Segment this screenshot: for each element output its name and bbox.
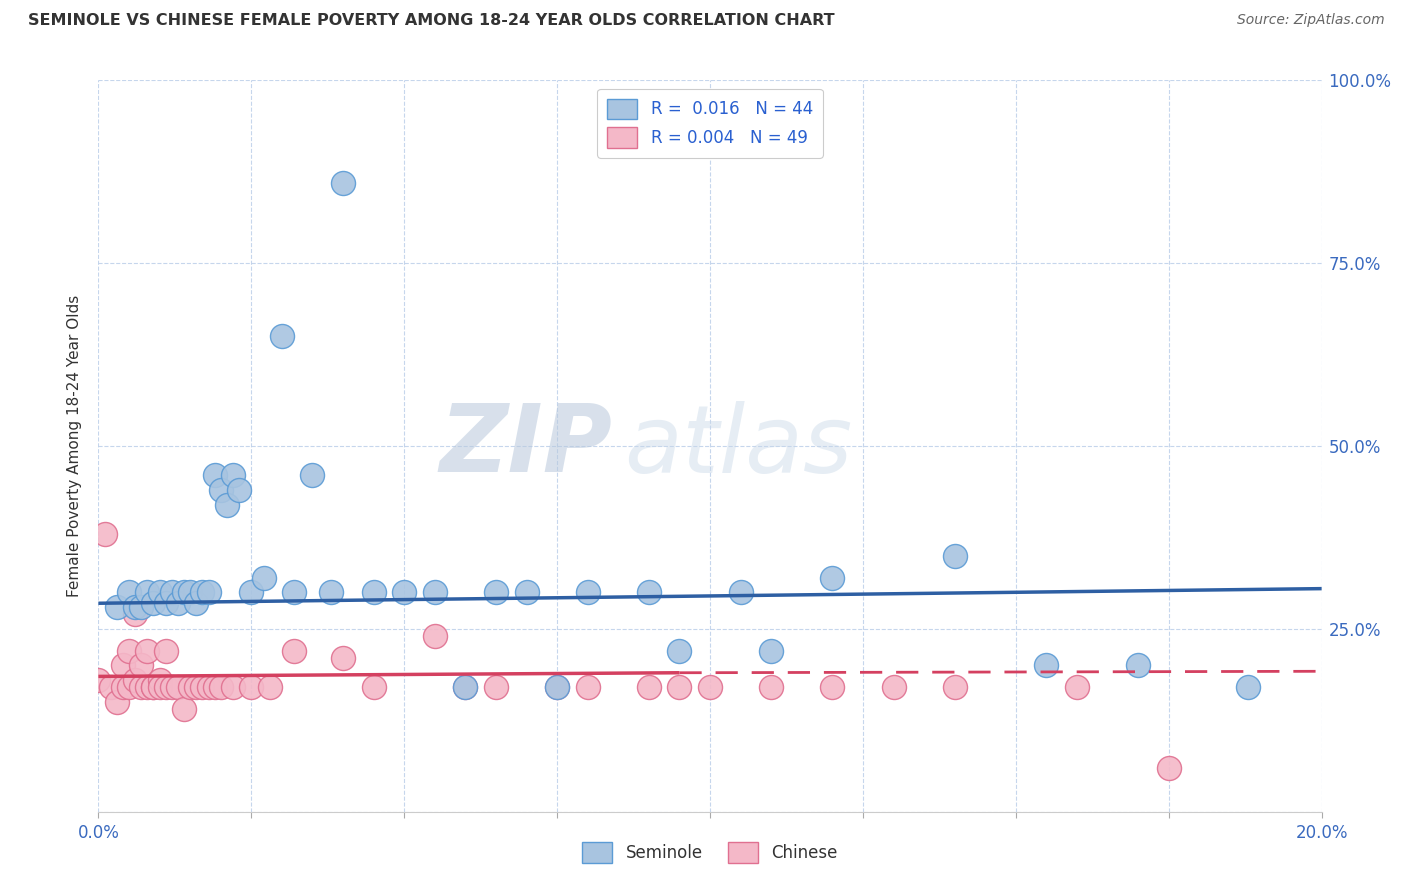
Point xyxy=(240,681,263,695)
Point xyxy=(943,681,966,695)
Point xyxy=(209,483,232,497)
Point xyxy=(142,681,165,695)
Point xyxy=(222,681,245,695)
Point xyxy=(222,468,245,483)
Point xyxy=(179,681,201,695)
Point xyxy=(160,681,183,695)
Text: ZIP: ZIP xyxy=(439,400,612,492)
Text: Source: ZipAtlas.com: Source: ZipAtlas.com xyxy=(1237,13,1385,28)
Point xyxy=(186,596,208,610)
Point xyxy=(637,681,661,695)
Point xyxy=(118,644,141,658)
Point xyxy=(111,681,134,695)
Point xyxy=(759,644,782,658)
Point xyxy=(668,681,690,695)
Point xyxy=(283,644,305,658)
Point xyxy=(129,658,152,673)
Point xyxy=(124,599,146,614)
Point xyxy=(319,585,342,599)
Point xyxy=(283,585,305,599)
Point xyxy=(87,673,110,687)
Point xyxy=(191,681,214,695)
Point xyxy=(332,651,354,665)
Point xyxy=(883,681,905,695)
Point xyxy=(228,483,250,497)
Point xyxy=(1157,761,1180,775)
Point xyxy=(209,681,232,695)
Point xyxy=(270,329,292,343)
Point xyxy=(155,681,177,695)
Point xyxy=(118,681,141,695)
Point xyxy=(576,681,599,695)
Point xyxy=(142,596,165,610)
Point xyxy=(423,585,446,599)
Point xyxy=(485,681,508,695)
Point xyxy=(167,596,190,610)
Point xyxy=(332,176,354,190)
Y-axis label: Female Poverty Among 18-24 Year Olds: Female Poverty Among 18-24 Year Olds xyxy=(67,295,83,597)
Point xyxy=(546,681,568,695)
Point xyxy=(301,468,323,483)
Point xyxy=(759,681,782,695)
Point xyxy=(1066,681,1088,695)
Point xyxy=(576,585,599,599)
Point xyxy=(1128,658,1150,673)
Point xyxy=(363,585,385,599)
Point xyxy=(129,599,152,614)
Point xyxy=(699,681,721,695)
Point xyxy=(423,629,446,643)
Point xyxy=(136,644,159,658)
Point xyxy=(485,585,508,599)
Point xyxy=(1035,658,1057,673)
Point xyxy=(516,585,538,599)
Point xyxy=(155,644,177,658)
Point xyxy=(105,599,128,614)
Point xyxy=(186,681,208,695)
Point xyxy=(124,673,146,687)
Point xyxy=(173,585,195,599)
Point xyxy=(155,596,177,610)
Point xyxy=(149,585,172,599)
Point xyxy=(160,585,183,599)
Point xyxy=(392,585,416,599)
Point xyxy=(105,695,128,709)
Point xyxy=(197,681,219,695)
Text: SEMINOLE VS CHINESE FEMALE POVERTY AMONG 18-24 YEAR OLDS CORRELATION CHART: SEMINOLE VS CHINESE FEMALE POVERTY AMONG… xyxy=(28,13,835,29)
Point xyxy=(637,585,661,599)
Point xyxy=(730,585,752,599)
Point xyxy=(136,681,159,695)
Point xyxy=(142,681,165,695)
Point xyxy=(1237,681,1260,695)
Point xyxy=(259,681,281,695)
Point xyxy=(668,644,690,658)
Point xyxy=(173,702,195,716)
Point xyxy=(546,681,568,695)
Point xyxy=(100,681,122,695)
Point xyxy=(204,681,226,695)
Legend: Seminole, Chinese: Seminole, Chinese xyxy=(576,836,844,869)
Point xyxy=(191,585,214,599)
Point xyxy=(363,681,385,695)
Point xyxy=(821,681,844,695)
Text: atlas: atlas xyxy=(624,401,852,491)
Point xyxy=(179,585,201,599)
Point xyxy=(118,585,141,599)
Point xyxy=(215,498,238,512)
Point xyxy=(93,526,115,541)
Point xyxy=(149,673,172,687)
Point xyxy=(136,585,159,599)
Point xyxy=(240,585,263,599)
Point xyxy=(124,607,146,622)
Point xyxy=(111,658,134,673)
Point xyxy=(821,571,844,585)
Point xyxy=(167,681,190,695)
Point xyxy=(149,681,172,695)
Point xyxy=(943,549,966,563)
Point xyxy=(252,571,274,585)
Point xyxy=(454,681,477,695)
Point xyxy=(129,681,152,695)
Point xyxy=(197,585,219,599)
Point xyxy=(454,681,477,695)
Point xyxy=(204,468,226,483)
